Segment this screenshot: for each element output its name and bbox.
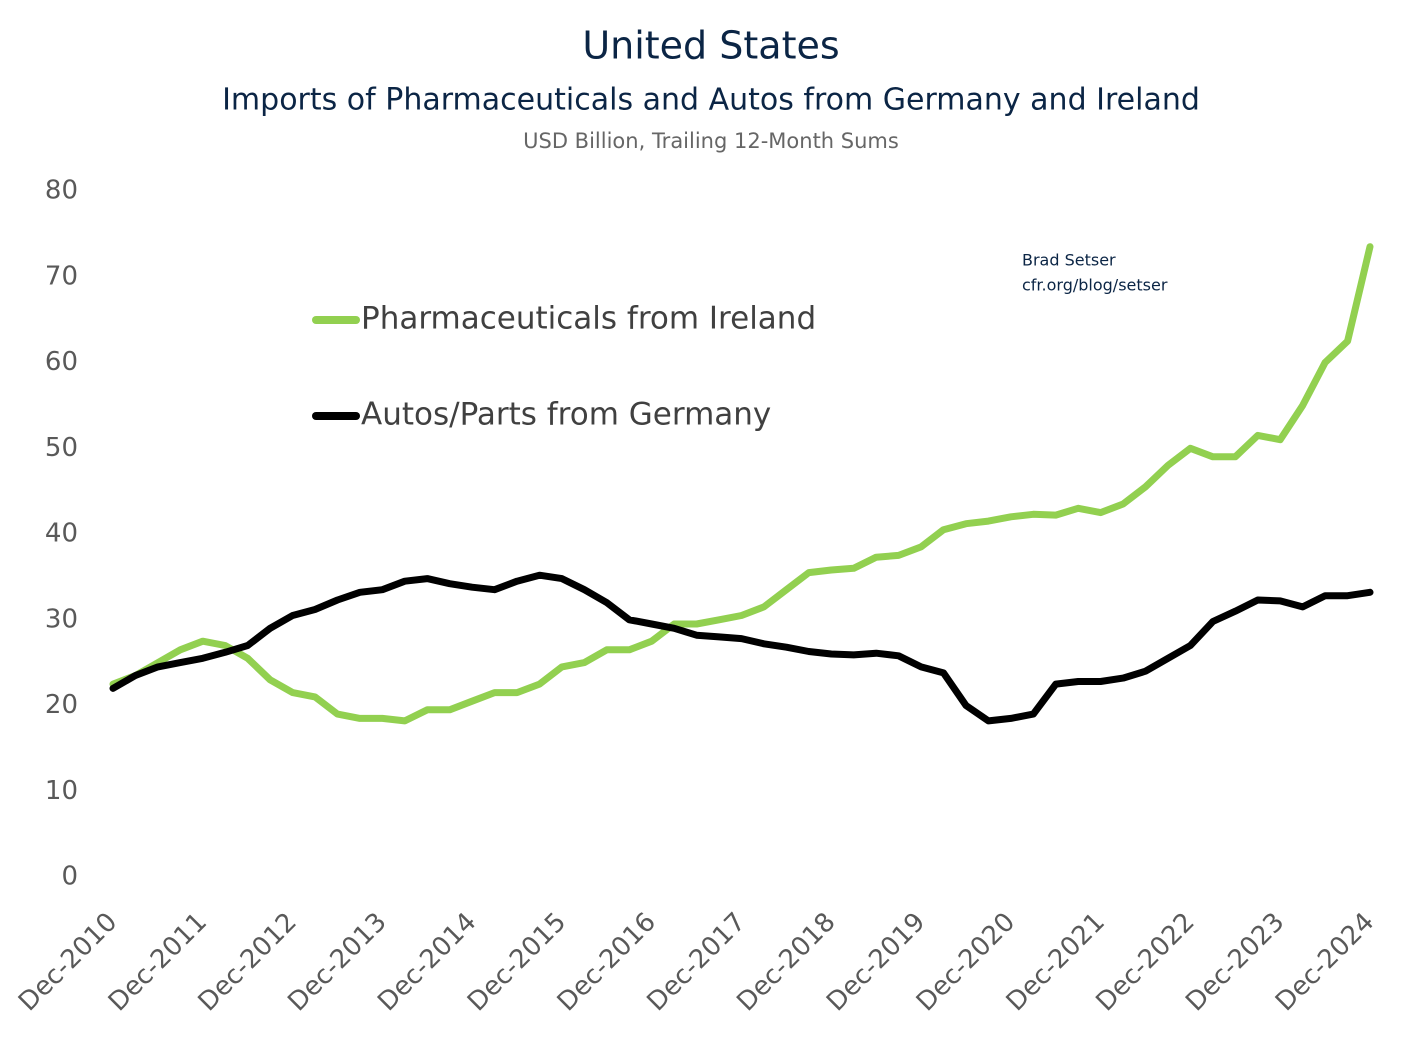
y-tick-label: 60 xyxy=(45,347,78,377)
annotation: cfr.org/blog/setser xyxy=(1022,276,1168,295)
chart-subtitle: Imports of Pharmaceuticals and Autos fro… xyxy=(222,83,1200,118)
y-tick-label: 70 xyxy=(45,261,78,291)
y-tick-label: 0 xyxy=(61,862,78,892)
units-label: USD Billion, Trailing 12-Month Sums xyxy=(523,129,899,153)
legend-label: Autos/Parts from Germany xyxy=(361,397,771,433)
data-line xyxy=(109,571,1374,725)
annotation: Brad Setser xyxy=(1022,251,1116,270)
data-line xyxy=(109,243,1374,725)
y-tick-label: 40 xyxy=(45,519,78,549)
y-tick-label: 50 xyxy=(45,433,78,463)
chart-title: United States xyxy=(582,24,839,68)
y-tick-label: 80 xyxy=(45,176,78,206)
y-tick-label: 30 xyxy=(45,604,78,634)
legend-label: Pharmaceuticals from Ireland xyxy=(361,301,816,337)
y-tick-label: 20 xyxy=(45,690,78,720)
y-tick-label: 10 xyxy=(45,776,78,806)
x-tick-label: Dec-2024 xyxy=(1270,907,1380,1017)
